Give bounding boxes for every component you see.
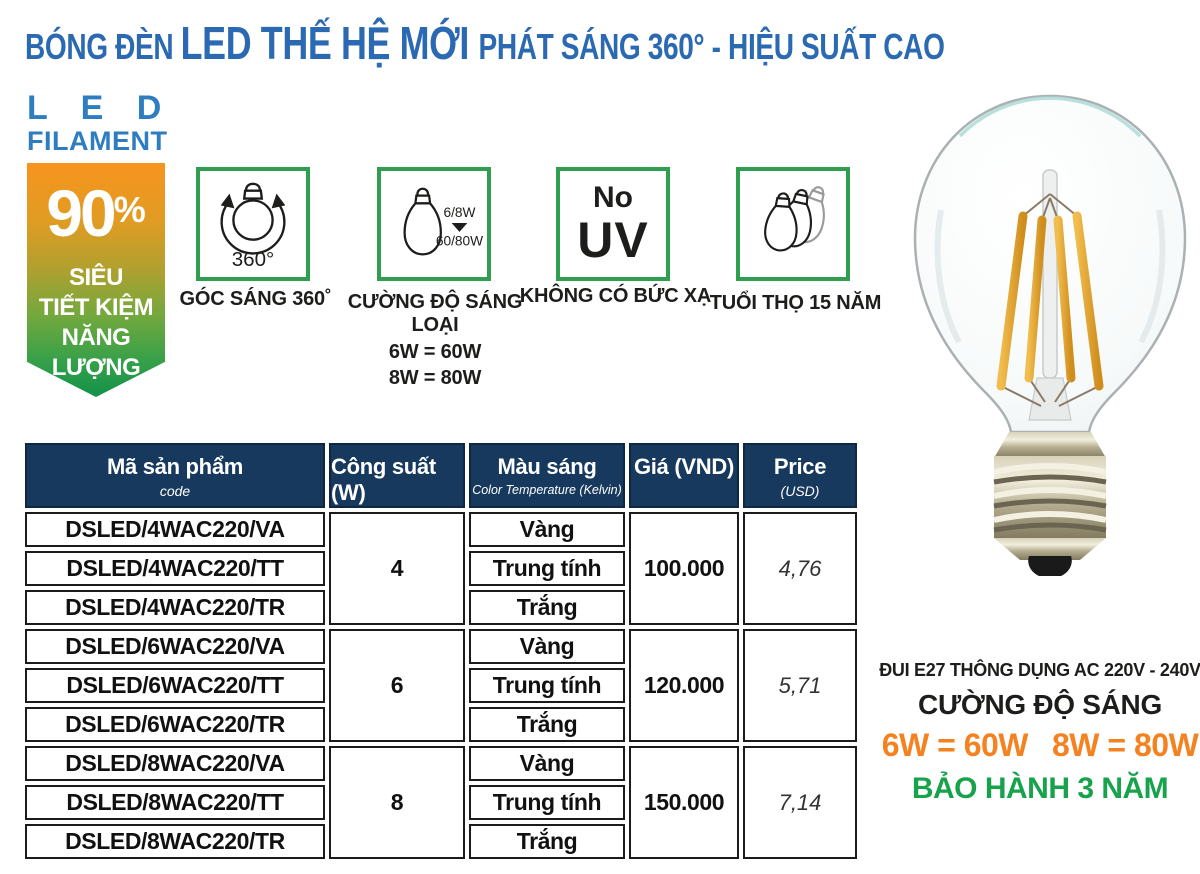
socket-spec-text: ĐUI E27 THÔNG DỤNG AC 220V - 240V: [879, 660, 1200, 680]
col-header-color: Màu sáng Color Temperature (Kelvin): [469, 443, 625, 508]
badge-percent-number: 90: [46, 176, 116, 250]
cell-product-code: DSLED/4WAC220/TT: [25, 551, 325, 586]
cell-product-code: DSLED/6WAC220/TR: [25, 707, 325, 742]
cell-price-vnd: 120.000: [629, 629, 739, 742]
cell-product-code: DSLED/8WAC220/VA: [25, 746, 325, 781]
feature-caption-360: GÓC SÁNG 360˚: [179, 288, 332, 310]
cell-light-color: Trắng: [469, 590, 625, 625]
cell-capacity: 4: [329, 512, 465, 625]
cell-light-color: Trung tính: [469, 668, 625, 703]
feature-caption-wattage-line2: 8W = 80W: [388, 367, 482, 389]
feature-caption-wattage-line1: 6W = 60W: [388, 341, 482, 363]
brand-logo: L E D FILAMENT: [27, 90, 173, 156]
warranty-text: BẢO HÀNH 3 NĂM: [911, 772, 1169, 805]
col-header-label: Màu sáng: [497, 454, 597, 479]
cell-product-code: DSLED/4WAC220/TR: [25, 590, 325, 625]
led-filaments: [996, 211, 1104, 391]
intensity-value-8w: 8W = 80W: [1052, 727, 1199, 763]
cell-price-usd: 7,14: [743, 746, 857, 859]
badge-percent-sign: %: [113, 189, 146, 230]
no-uv-top: No: [593, 181, 633, 214]
base-contact-tip: [1028, 556, 1072, 576]
wattage-top-label: 6/8W: [443, 205, 475, 220]
intensity-values: 6W = 60W 8W = 80W: [875, 727, 1200, 764]
cell-product-code: DSLED/6WAC220/VA: [25, 629, 325, 664]
col-header-sub: (USD): [780, 483, 820, 499]
col-header-label: Công suất (W): [331, 454, 436, 505]
intensity-title: CƯỜNG ĐỘ SÁNG: [918, 689, 1162, 720]
cell-price-usd: 4,76: [743, 512, 857, 625]
bulb-360-icon: 360°: [220, 182, 286, 271]
badge-line: LƯỢNG: [51, 354, 141, 381]
feature-box-lifespan: [736, 167, 850, 281]
feature-box-no-uv: No UV: [556, 167, 670, 281]
col-header-capacity: Công suất (W) Capacity: [329, 443, 465, 525]
bulb-stem: [1042, 169, 1058, 379]
feature-caption-wattage: CƯỜNG ĐỘ SÁNG LOẠI 6W = 60W 8W = 80W: [340, 291, 530, 391]
cell-light-color: Vàng: [469, 746, 625, 781]
arrow-head-right: [271, 193, 286, 209]
col-header-label: Price: [773, 454, 827, 479]
badge-line: NĂNG: [61, 324, 131, 351]
cell-product-code: DSLED/8WAC220/TR: [25, 824, 325, 859]
feature-box-wattage: 6/8W 60/80W: [377, 167, 491, 281]
title-part-2: LED THẾ HỆ MỚI: [180, 17, 479, 69]
col-header-code: Mã sản phẩm code: [25, 443, 325, 508]
title-part-1: BÓNG ĐÈN: [25, 26, 181, 67]
arrow-head-left: [220, 193, 235, 209]
cell-capacity: 8: [329, 746, 465, 859]
arrow-down-icon: [451, 223, 468, 232]
cell-product-code: DSLED/4WAC220/VA: [25, 512, 325, 547]
title-part-3: PHÁT SÁNG 360° - HIỆU SUẤT CAO: [478, 26, 945, 67]
no-uv-icon: No UV: [577, 181, 649, 268]
cell-light-color: Trắng: [469, 707, 625, 742]
col-header-label: Giá (VND): [634, 454, 734, 479]
cell-light-color: Trung tính: [469, 551, 625, 586]
intensity-value-6w: 6W = 60W: [881, 727, 1029, 763]
page-title: BÓNG ĐÈN LED THẾ HỆ MỚI PHÁT SÁNG 360° -…: [25, 16, 945, 70]
feature-caption-lifespan: TUỔI THỌ 15 NĂM: [709, 292, 882, 314]
badge-line: TIẾT KIỆM: [38, 294, 154, 321]
feature-box-360: 360°: [196, 167, 310, 281]
cell-price-vnd: 150.000: [629, 746, 739, 859]
col-header-price-usd: Price (USD): [743, 443, 857, 508]
brand-led-text: L E D: [27, 89, 174, 127]
glass-highlight: [958, 96, 1142, 138]
col-header-label: Mã sản phẩm: [106, 454, 244, 479]
energy-saving-badge: 90% SIÊU TIẾT KIỆM NĂNG LƯỢNG: [27, 163, 165, 397]
cell-product-code: DSLED/6WAC220/TT: [25, 668, 325, 703]
icon-360-label: 360°: [232, 248, 275, 271]
base-collar: [994, 432, 1106, 458]
wattage-bottom-label: 60/80W: [436, 234, 483, 249]
base-taper: [994, 538, 1106, 560]
bulb-wattage-icon: 6/8W 60/80W: [403, 187, 483, 256]
product-info-block: ĐUI E27 THÔNG DỤNG AC 220V - 240V CƯỜNG …: [875, 660, 1200, 806]
cell-light-color: Trắng: [469, 824, 625, 859]
product-photo-led-filament-bulb: [913, 94, 1187, 576]
bulb-lifespan-icon: [764, 186, 826, 252]
badge-percent: 90%: [27, 179, 165, 263]
cell-light-color: Vàng: [469, 512, 625, 547]
no-uv-bottom: UV: [577, 212, 649, 268]
cell-product-code: DSLED/8WAC220/TT: [25, 785, 325, 820]
cell-price-vnd: 100.000: [629, 512, 739, 625]
screw-threads: [993, 463, 1107, 533]
cell-price-usd: 5,71: [743, 629, 857, 742]
cell-light-color: Trung tính: [469, 785, 625, 820]
col-header-sub: code: [159, 483, 191, 499]
col-header-sub: Color Temperature (Kelvin): [472, 483, 622, 497]
badge-line: SIÊU: [68, 264, 124, 291]
cell-light-color: Vàng: [469, 629, 625, 664]
cell-capacity: 6: [329, 629, 465, 742]
col-header-price-vnd: Giá (VND): [629, 443, 739, 508]
brand-filament-text: FILAMENT: [27, 126, 168, 156]
feature-caption-wattage-title: CƯỜNG ĐỘ SÁNG LOẠI: [347, 291, 523, 336]
price-table: Mã sản phẩm code Công suất (W) Capacity …: [25, 443, 857, 859]
feature-caption-no-uv: KHÔNG CÓ BỨC XẠ: [519, 285, 712, 307]
